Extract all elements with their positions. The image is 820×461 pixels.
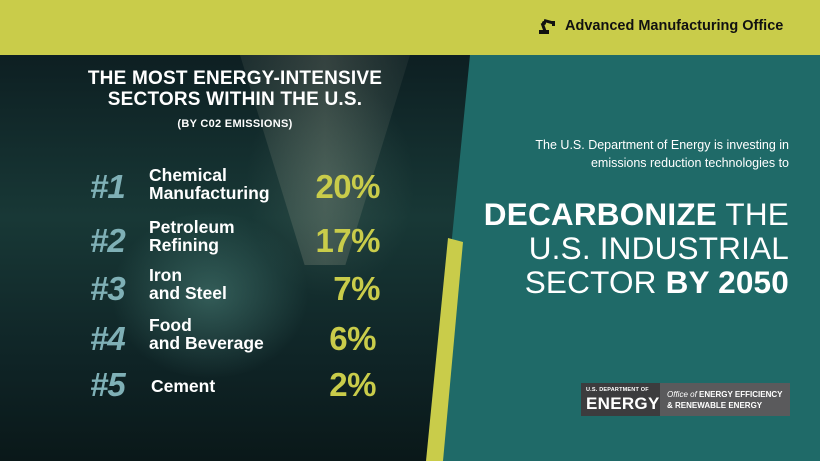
office-title: Advanced Manufacturing Office (565, 18, 784, 34)
headline-the: THE (725, 196, 789, 232)
sector-3-line1: Iron (149, 265, 183, 285)
rank-3: #3 (90, 270, 126, 307)
doe-eere-logo: U.S. DEPARTMENT OF ENERGY Office of ENER… (581, 383, 790, 416)
sector-4-line1: Food (149, 315, 192, 335)
headline-decarbonize: DECARBONIZE (483, 196, 717, 232)
sector-1-percent: 20% (315, 168, 380, 205)
top-banner: Advanced Manufacturing Office (0, 0, 820, 55)
headline-industrial: U.S. INDUSTRIAL (528, 230, 789, 266)
sector-5-label: Cement (151, 377, 215, 395)
sector-4-label: Food and Beverage (149, 316, 264, 352)
eere-line-1: Office of ENERGY EFFICIENCY (667, 390, 782, 399)
headline-line-1: DECARBONIZE THE (484, 198, 789, 230)
rank-4: #4 (90, 320, 126, 357)
sector-2-line2: Refining (149, 235, 219, 255)
sector-2-line1: Petroleum (149, 217, 235, 237)
rank-1: #1 (90, 168, 126, 205)
office-of-text: Office of (667, 390, 697, 399)
doe-small-text: U.S. DEPARTMENT OF (586, 387, 649, 393)
intro-text: The U.S. Department of Energy is investi… (489, 136, 789, 172)
title-line-2: SECTORS WITHIN THE U.S. (107, 89, 363, 110)
eere-efficiency: ENERGY EFFICIENCY (699, 390, 783, 399)
sector-3-line2: and Steel (149, 283, 227, 303)
doe-logo-block: U.S. DEPARTMENT OF ENERGY (581, 383, 660, 416)
rank-2: #2 (90, 222, 126, 259)
sector-2-percent: 17% (315, 222, 380, 259)
rank-5: #5 (90, 366, 126, 403)
robot-arm-icon (539, 18, 555, 34)
headline-line-2: U.S. INDUSTRIAL (529, 232, 789, 264)
sector-4-line2: and Beverage (149, 333, 264, 353)
sector-3-percent: 7% (333, 270, 380, 307)
intro-line-2: emissions reduction technologies to (590, 156, 789, 170)
intro-line-1: The U.S. Department of Energy is investi… (535, 138, 789, 152)
page-subtitle: (BY C02 EMISSIONS) (177, 118, 293, 130)
sector-4-percent: 6% (329, 320, 376, 357)
sector-1-line2: Manufacturing (149, 183, 270, 203)
sector-3-label: Iron and Steel (149, 266, 227, 302)
headline-line-3: SECTOR BY 2050 (525, 266, 789, 298)
sector-5-line1: Cement (151, 376, 216, 396)
headline-by-2050: BY 2050 (665, 264, 789, 300)
headline-sector: SECTOR (524, 264, 657, 300)
sector-1-line1: Chemical (149, 165, 227, 185)
eere-line-2: & RENEWABLE ENERGY (667, 401, 763, 410)
sector-2-label: Petroleum Refining (149, 218, 235, 254)
title-line-1: THE MOST ENERGY-INTENSIVE (87, 68, 383, 89)
background-photo (0, 55, 470, 461)
sector-1-label: Chemical Manufacturing (149, 166, 270, 202)
page-title: THE MOST ENERGY-INTENSIVE SECTORS WITHIN… (50, 68, 420, 110)
doe-big-text: ENERGY (586, 394, 660, 413)
sector-5-percent: 2% (329, 366, 376, 403)
